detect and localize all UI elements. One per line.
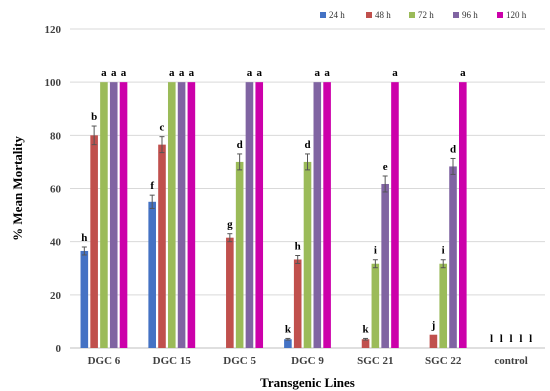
significance-letter: l	[519, 333, 522, 345]
x-axis-title: Transgenic Lines	[260, 375, 355, 390]
significance-letter: j	[431, 320, 436, 332]
bar-48h-dgc9	[293, 259, 302, 348]
bar-96h-dgc9	[313, 82, 322, 349]
bar-48h-sgc21	[361, 339, 370, 348]
bar-120h-dgc6	[119, 82, 128, 349]
significance-letter: i	[442, 245, 445, 257]
significance-letter: a	[324, 67, 330, 79]
significance-letter: h	[295, 240, 301, 252]
significance-letter: d	[304, 139, 310, 151]
y-tick-label: 120	[45, 24, 62, 36]
bar-72h-dgc5	[235, 161, 244, 348]
y-tick-label: 40	[50, 237, 62, 249]
legend-label: 24 h	[329, 10, 345, 20]
legend-swatch-96h	[453, 12, 459, 18]
bar-120h-sgc22	[459, 82, 467, 349]
y-tick-label: 20	[50, 290, 62, 302]
bar-72h-sgc21	[371, 263, 380, 348]
significance-letter: e	[383, 161, 388, 173]
bar-96h-dgc15	[177, 82, 186, 349]
legend-swatch-120h	[497, 12, 503, 18]
bar-96h-dgc5	[245, 82, 254, 349]
x-tick-label: SGC 21	[357, 355, 393, 367]
y-axis-title: % Mean Mortality	[10, 136, 25, 241]
bar-48h-dgc15	[158, 144, 166, 348]
significance-letter: d	[450, 143, 456, 155]
y-tick-label: 0	[56, 343, 62, 355]
bar-48h-sgc22	[429, 334, 438, 348]
legend-swatch-72h	[409, 12, 415, 18]
y-tick-label: 60	[50, 184, 62, 196]
x-tick-label: control	[494, 355, 527, 367]
significance-letter: k	[285, 323, 292, 335]
significance-letter: f	[150, 180, 154, 192]
significance-letter: a	[247, 67, 253, 79]
significance-letter: k	[362, 323, 369, 335]
bar-72h-sgc22	[439, 263, 448, 348]
significance-letter: l	[500, 333, 503, 345]
significance-letter: a	[256, 67, 262, 79]
significance-letter: c	[160, 122, 165, 134]
legend-label: 48 h	[375, 10, 391, 20]
y-tick-label: 100	[45, 77, 62, 89]
x-tick-label: DGC 5	[223, 355, 256, 367]
bar-120h-dgc15	[187, 82, 196, 349]
legend-label: 96 h	[462, 10, 478, 20]
bar-24h-dgc9	[284, 339, 292, 348]
x-tick-label: DGC 9	[291, 355, 324, 367]
bar-72h-dgc15	[167, 82, 176, 349]
bar-48h-dgc5	[226, 237, 234, 348]
significance-letter: a	[189, 67, 195, 79]
bar-48h-dgc6	[90, 135, 98, 348]
significance-letter: a	[111, 67, 117, 79]
bar-96h-dgc6	[109, 82, 118, 349]
x-tick-label: DGC 6	[88, 355, 121, 367]
bar-96h-sgc21	[381, 183, 389, 348]
bar-72h-dgc6	[100, 82, 108, 349]
bar-120h-sgc21	[391, 82, 399, 349]
significance-letter: a	[101, 67, 107, 79]
bar-120h-dgc5	[255, 82, 264, 349]
bar-72h-dgc9	[303, 161, 312, 348]
significance-letter: l	[490, 333, 493, 345]
legend-swatch-24h	[320, 12, 326, 18]
bar-120h-dgc9	[323, 82, 331, 349]
significance-letter: a	[121, 67, 127, 79]
significance-letter: a	[392, 67, 398, 79]
significance-letter: d	[237, 139, 243, 151]
significance-letter: b	[91, 111, 97, 123]
legend-swatch-48h	[366, 12, 372, 18]
significance-letter: a	[169, 67, 175, 79]
y-tick-label: 80	[50, 130, 62, 142]
significance-letter: a	[460, 67, 466, 79]
significance-letter: l	[529, 333, 532, 345]
significance-letter: g	[227, 219, 233, 231]
significance-letter: i	[374, 245, 377, 257]
significance-letter: a	[179, 67, 185, 79]
bar-96h-sgc22	[449, 166, 457, 348]
significance-letter: h	[81, 232, 87, 244]
x-tick-label: DGC 15	[153, 355, 192, 367]
x-tick-label: SGC 22	[425, 355, 462, 367]
significance-letter: l	[510, 333, 513, 345]
legend-label: 120 h	[506, 10, 527, 20]
bar-24h-dgc15	[148, 201, 156, 348]
bar-24h-dgc6	[80, 250, 89, 348]
legend-label: 72 h	[418, 10, 434, 20]
significance-letter: a	[315, 67, 321, 79]
